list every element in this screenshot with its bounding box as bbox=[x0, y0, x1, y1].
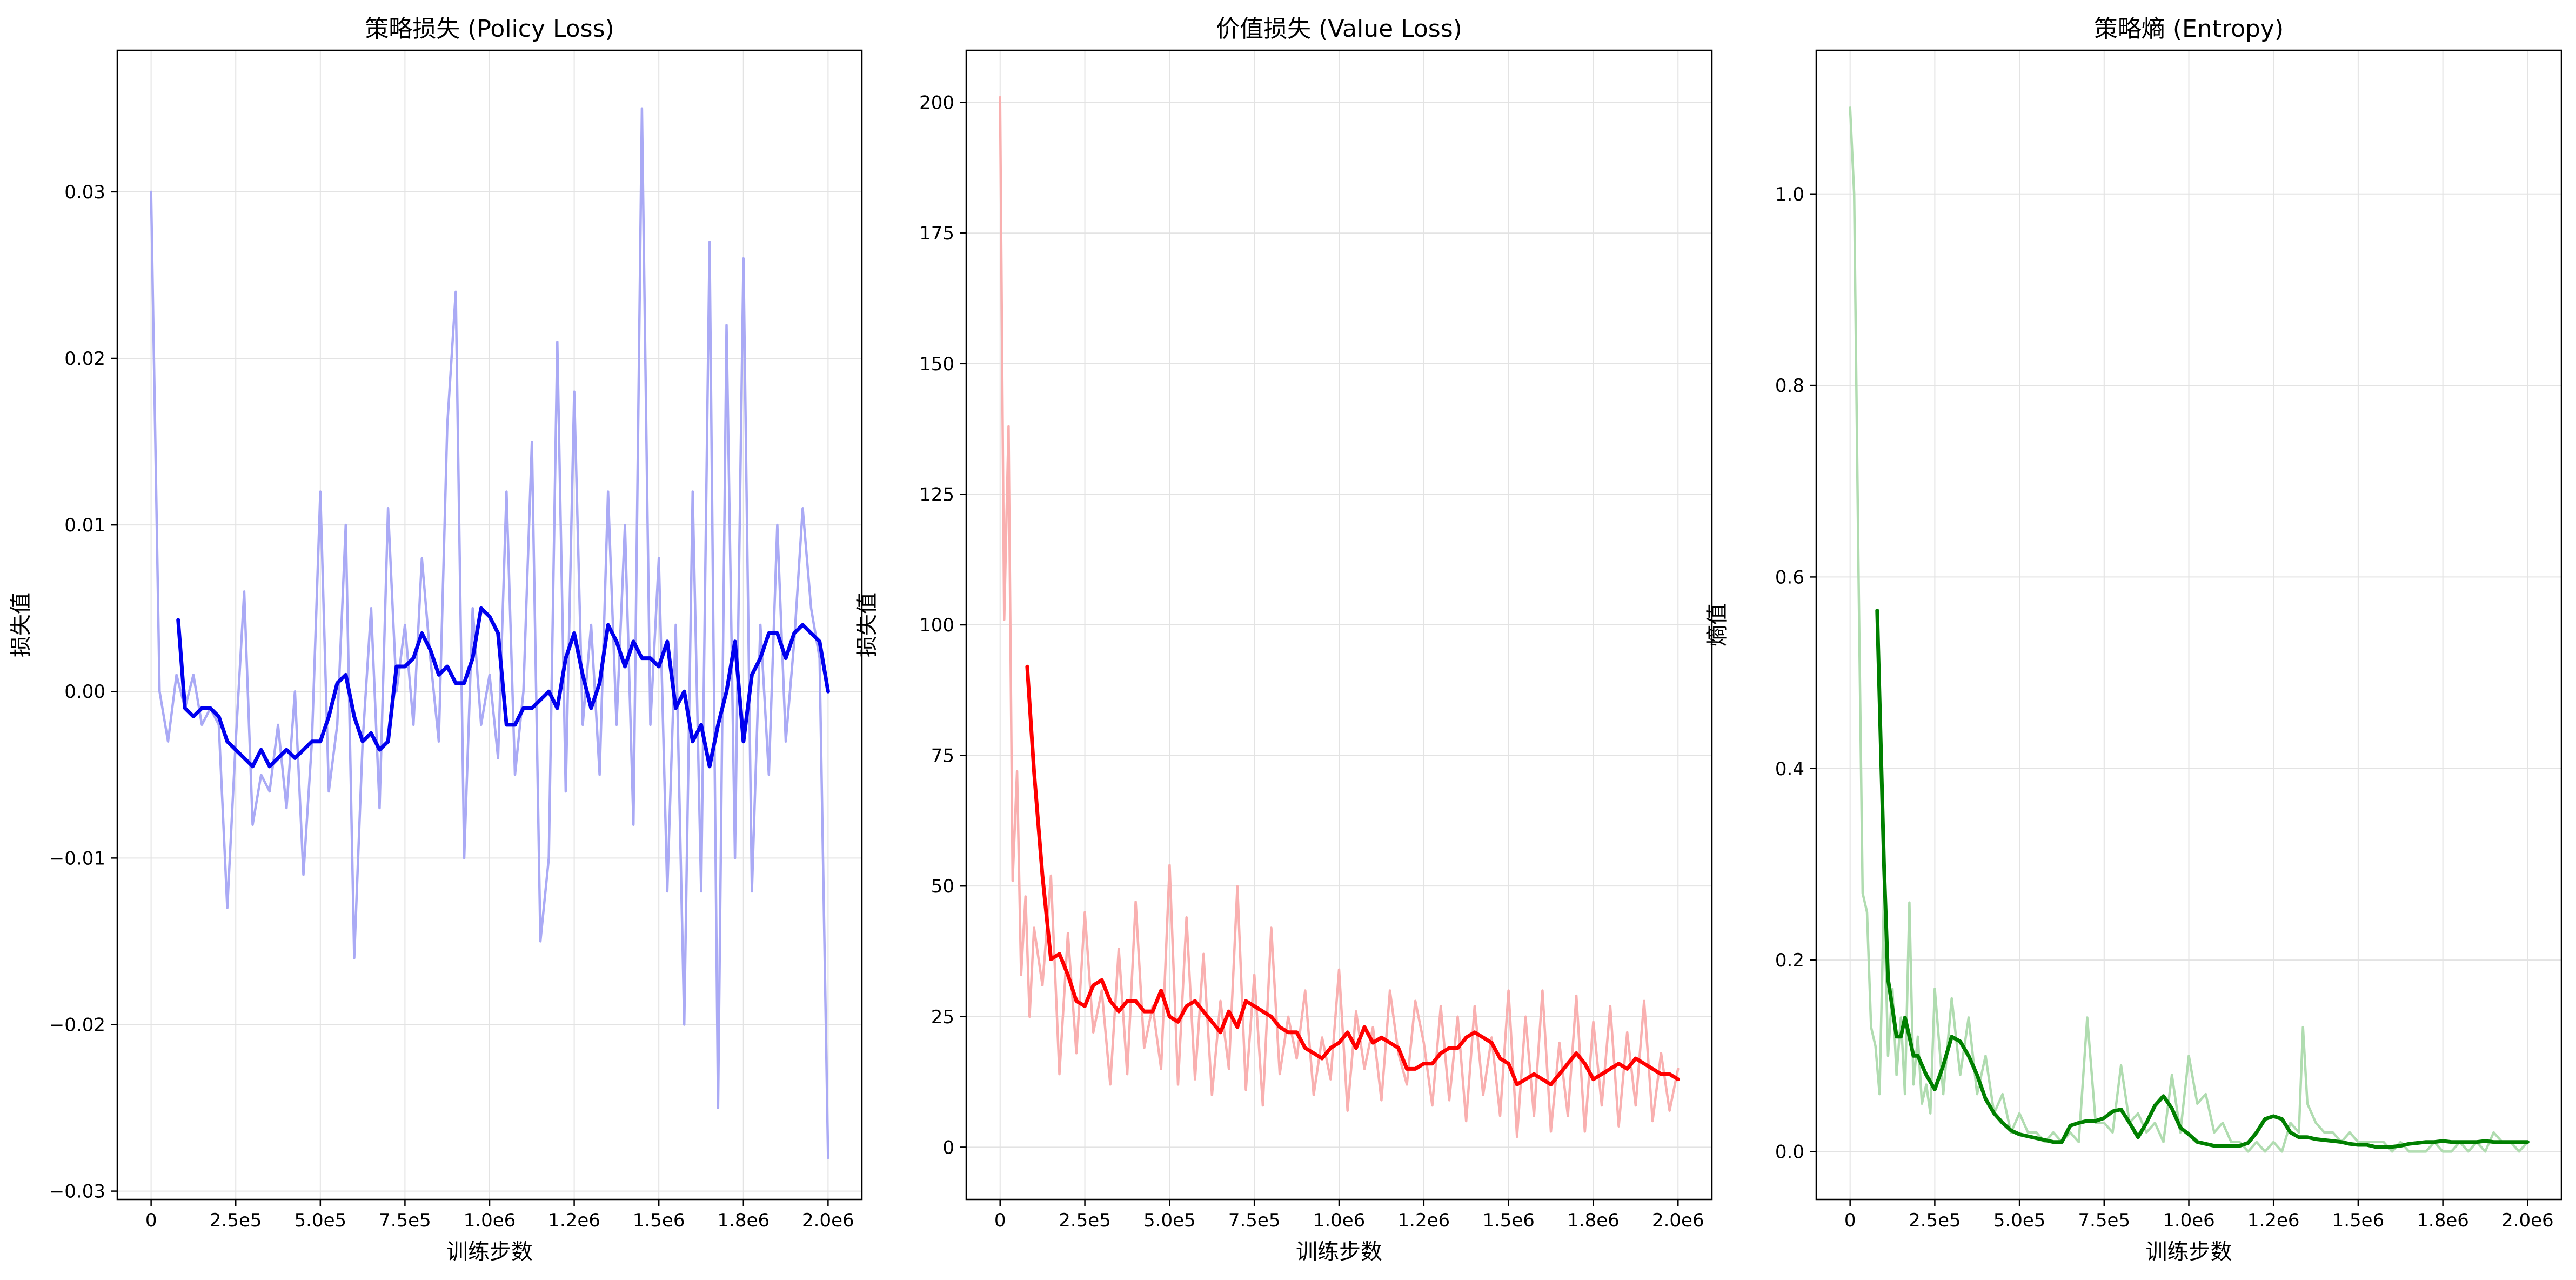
policy-loss-title: 策略损失 (Policy Loss) bbox=[365, 15, 614, 43]
value-loss-x-tick-label-2: 5.0e5 bbox=[1143, 1210, 1196, 1231]
entropy-x-tick-label-1: 2.5e5 bbox=[1909, 1210, 1961, 1231]
entropy-x-tick-label-3: 7.5e5 bbox=[2078, 1210, 2130, 1231]
value-loss-y-tick-label-5: 125 bbox=[919, 484, 954, 505]
entropy-y-tick-label-3: 0.6 bbox=[1775, 566, 1804, 588]
policy-loss-series-smoothed-line bbox=[176, 606, 830, 769]
value-loss-y-ticks: 0 25 50 75 100 125 150 175 200 bbox=[919, 92, 966, 1158]
entropy-y-label: 熵值 bbox=[1705, 603, 1730, 646]
value-loss-x-ticks: 0 2.5e5 5.0e5 7.5e5 1.0e6 1.2e6 1.5e6 1.8e6 2.0e… bbox=[994, 1199, 1704, 1231]
policy-loss-x-tick-label-1: 2.5e5 bbox=[210, 1210, 262, 1231]
policy-loss-x-tick-label-2: 5.0e5 bbox=[295, 1210, 347, 1231]
policy-loss-x-tick-label-3: 7.5e5 bbox=[379, 1210, 431, 1231]
entropy-title: 策略熵 (Entropy) bbox=[2094, 15, 2284, 43]
policy-loss-series-raw-line bbox=[150, 107, 829, 1159]
entropy-x-tick-label-5: 1.2e6 bbox=[2247, 1210, 2300, 1231]
value-loss-x-tick-label-8: 2.0e6 bbox=[1652, 1210, 1704, 1231]
policy-loss-y-tick-label-6: 0.03 bbox=[64, 182, 105, 203]
entropy-x-tick-label-0: 0 bbox=[1844, 1210, 1856, 1231]
policy-loss-y-tick-label-1: −0.02 bbox=[49, 1014, 105, 1036]
entropy-y-tick-label-0: 0.0 bbox=[1775, 1141, 1804, 1163]
entropy-y-tick-label-5: 1.0 bbox=[1775, 184, 1804, 205]
policy-loss-x-tick-label-4: 1.0e6 bbox=[464, 1210, 516, 1231]
value-loss-y-tick-label-6: 150 bbox=[919, 354, 954, 375]
value-loss-series-smoothed-line bbox=[1025, 664, 1680, 1086]
value-loss-grid bbox=[966, 50, 1712, 1199]
panel-policy-loss: 0 2.5e5 5.0e5 7.5e5 1.0e6 1.2e6 1.5e6 1.8e6 2.0e… bbox=[9, 15, 863, 1264]
policy-loss-x-label: 训练步数 bbox=[446, 1239, 533, 1264]
entropy-x-label: 训练步数 bbox=[2146, 1239, 2232, 1264]
value-loss-x-tick-label-3: 7.5e5 bbox=[1228, 1210, 1281, 1231]
policy-loss-y-tick-label-2: −0.01 bbox=[49, 848, 105, 869]
value-loss-x-tick-label-4: 1.0e6 bbox=[1313, 1210, 1366, 1231]
policy-loss-y-tick-label-4: 0.01 bbox=[64, 515, 105, 536]
entropy-x-ticks: 0 2.5e5 5.0e5 7.5e5 1.0e6 1.2e6 1.5e6 1.8e6 2.0e… bbox=[1844, 1199, 2554, 1231]
value-loss-y-tick-label-0: 0 bbox=[942, 1137, 954, 1158]
panel-entropy: 0 2.5e5 5.0e5 7.5e5 1.0e6 1.2e6 1.5e6 1.8e6 2.0e… bbox=[1705, 15, 2562, 1264]
entropy-y-tick-label-4: 0.8 bbox=[1775, 375, 1804, 397]
value-loss-y-tick-label-3: 75 bbox=[931, 745, 954, 767]
policy-loss-x-ticks: 0 2.5e5 5.0e5 7.5e5 1.0e6 1.2e6 1.5e6 1.8e6 2.0e… bbox=[145, 1199, 854, 1231]
entropy-series bbox=[1849, 106, 2530, 1153]
value-loss-y-tick-label-2: 50 bbox=[931, 876, 954, 897]
entropy-x-tick-label-6: 1.5e6 bbox=[2332, 1210, 2385, 1231]
value-loss-series bbox=[999, 96, 1680, 1138]
value-loss-x-label: 训练步数 bbox=[1296, 1239, 1382, 1264]
policy-loss-x-tick-label-5: 1.2e6 bbox=[548, 1210, 600, 1231]
value-loss-y-tick-label-7: 175 bbox=[919, 223, 954, 244]
policy-loss-y-ticks: −0.03 −0.02 −0.01 0.00 0.01 0.02 0.03 bbox=[49, 182, 117, 1203]
value-loss-x-tick-label-0: 0 bbox=[994, 1210, 1006, 1231]
policy-loss-series bbox=[150, 107, 830, 1159]
policy-loss-grid bbox=[117, 50, 862, 1199]
entropy-series-raw-line bbox=[1849, 106, 2529, 1153]
value-loss-x-tick-label-7: 1.8e6 bbox=[1567, 1210, 1620, 1231]
panel-value-loss: 0 2.5e5 5.0e5 7.5e5 1.0e6 1.2e6 1.5e6 1.8e6 2.0e… bbox=[855, 15, 1713, 1264]
entropy-y-tick-label-2: 0.4 bbox=[1775, 758, 1804, 780]
value-loss-y-label: 损失值 bbox=[855, 592, 880, 657]
entropy-series-smoothed-line bbox=[1875, 608, 2530, 1149]
value-loss-title: 价值损失 (Value Loss) bbox=[1216, 15, 1462, 43]
entropy-x-tick-label-7: 1.8e6 bbox=[2417, 1210, 2469, 1231]
entropy-y-tick-label-1: 0.2 bbox=[1775, 950, 1804, 971]
value-loss-series-raw-line bbox=[999, 96, 1680, 1138]
value-loss-x-tick-label-5: 1.2e6 bbox=[1398, 1210, 1450, 1231]
policy-loss-x-tick-label-6: 1.5e6 bbox=[633, 1210, 685, 1231]
policy-loss-y-tick-label-5: 0.02 bbox=[64, 348, 105, 370]
entropy-x-tick-label-8: 2.0e6 bbox=[2501, 1210, 2554, 1231]
policy-loss-y-label: 损失值 bbox=[9, 592, 34, 657]
policy-loss-x-tick-label-7: 1.8e6 bbox=[717, 1210, 770, 1231]
entropy-y-ticks: 0.0 0.2 0.4 0.6 0.8 1.0 bbox=[1775, 184, 1816, 1163]
value-loss-y-tick-label-4: 100 bbox=[919, 615, 954, 636]
entropy-grid bbox=[1816, 50, 2561, 1199]
entropy-x-tick-label-2: 5.0e5 bbox=[1993, 1210, 2046, 1231]
policy-loss-x-tick-label-0: 0 bbox=[145, 1210, 157, 1231]
policy-loss-y-tick-label-3: 0.00 bbox=[64, 681, 105, 703]
value-loss-x-tick-label-1: 2.5e5 bbox=[1059, 1210, 1111, 1231]
policy-loss-x-tick-label-8: 2.0e6 bbox=[802, 1210, 854, 1231]
value-loss-y-tick-label-8: 200 bbox=[919, 92, 954, 114]
entropy-x-tick-label-4: 1.0e6 bbox=[2163, 1210, 2215, 1231]
value-loss-y-tick-label-1: 25 bbox=[931, 1006, 954, 1028]
value-loss-x-tick-label-6: 1.5e6 bbox=[1482, 1210, 1535, 1231]
policy-loss-y-tick-label-0: −0.03 bbox=[49, 1181, 105, 1203]
